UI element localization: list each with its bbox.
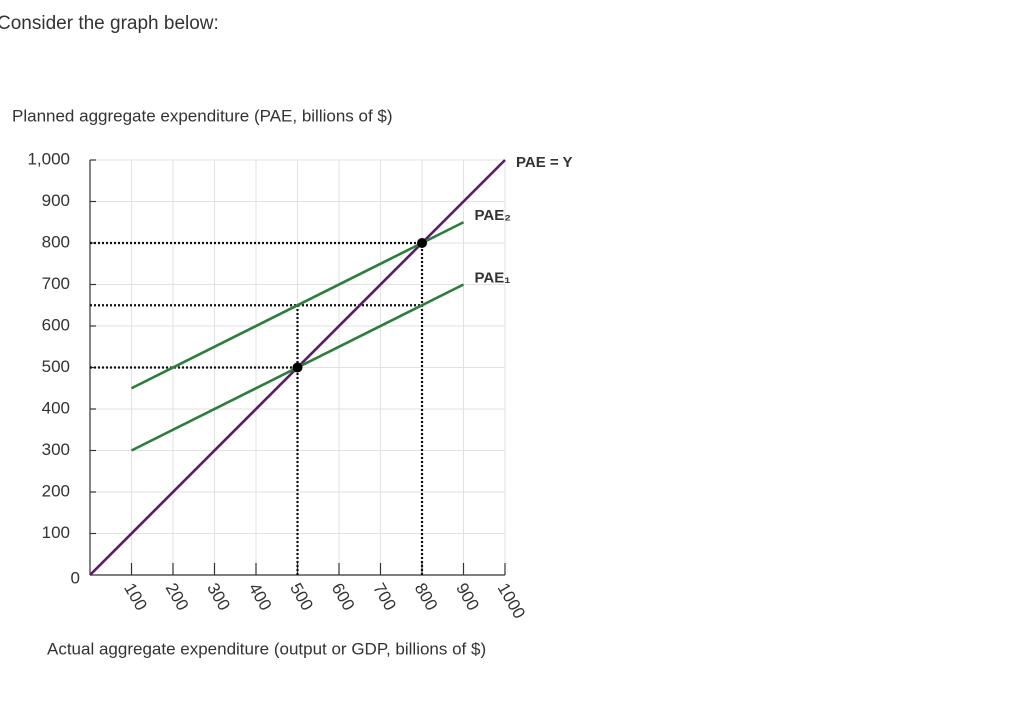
x-tick-label: 1000: [494, 580, 529, 622]
x-tick-label: 700: [369, 580, 400, 614]
y-tick-label: 700: [42, 274, 70, 293]
equilibrium-point: [417, 238, 427, 248]
y-tick-label: 500: [42, 357, 70, 376]
y-tick-label: 200: [42, 481, 70, 500]
series-line: [130, 221, 465, 390]
y-tick-label: 300: [42, 440, 70, 459]
x-axis-label: Actual aggregate expenditure (output or …: [47, 639, 486, 658]
series-label: PAE = Y: [516, 154, 573, 171]
x-tick-label: 800: [411, 580, 442, 614]
series-label: PAE₁: [475, 269, 511, 286]
x-tick-label: 400: [245, 580, 276, 614]
x-tick-label: 900: [452, 580, 483, 614]
y-tick-label: 600: [42, 315, 70, 334]
x-tick-label: 200: [162, 580, 193, 614]
x-tick-label: 500: [286, 580, 317, 614]
x-tick-label: 300: [203, 580, 234, 614]
equilibrium-point: [292, 362, 303, 373]
y-tick-label: 800: [42, 232, 70, 251]
y-tick-label: 900: [42, 191, 70, 210]
y-axis-label: Planned aggregate expenditure (PAE, bill…: [12, 106, 393, 125]
x-tick-label: 600: [328, 580, 359, 614]
prompt: Consider the graph below:: [0, 13, 219, 34]
y-tick-label: 0: [71, 568, 80, 587]
x-tick-label: 100: [120, 580, 151, 614]
series-label: PAE₂: [475, 207, 511, 224]
y-tick-label: 100: [42, 523, 70, 542]
y-tick-label: 1,000: [27, 149, 70, 168]
y-tick-label: 400: [42, 398, 70, 417]
